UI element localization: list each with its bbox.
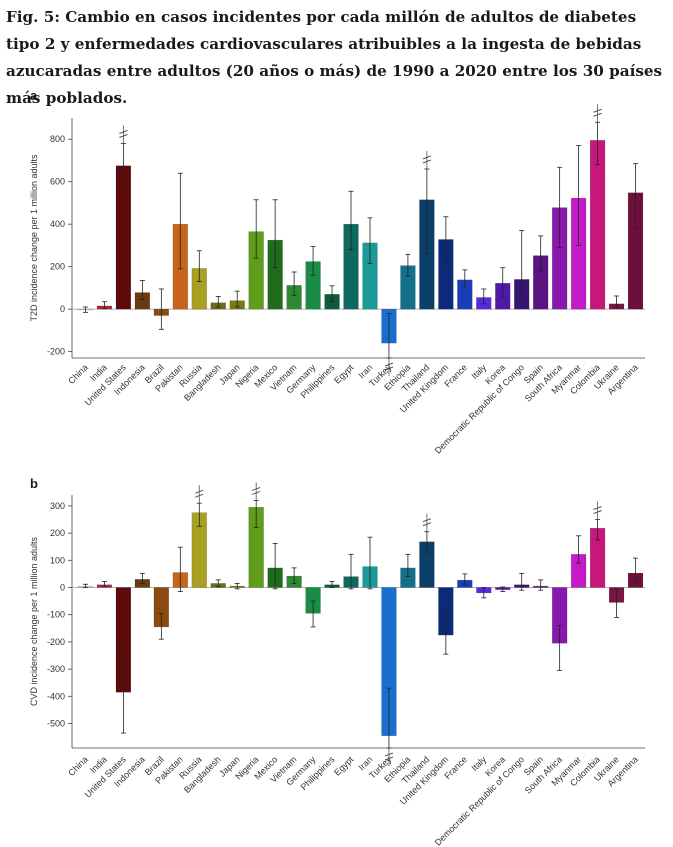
axis-break-slash [252, 486, 261, 491]
category-label: China [66, 754, 90, 778]
axis-break-icon [593, 104, 602, 123]
axis-break-slash [384, 752, 394, 757]
y-tick-label: -200 [47, 637, 65, 647]
axis-break-slash [593, 506, 602, 510]
panel-letter: a [30, 88, 38, 103]
y-tick-label: -400 [47, 691, 65, 701]
bar-united-states [115, 165, 132, 310]
axis-break-slash [422, 518, 432, 523]
chart-panel-b: b -500 -400 -300 -200 -100 0 100 200 300 CVD incid… [29, 476, 645, 847]
axis-break-slash [384, 362, 394, 367]
y-tick-label: 300 [50, 501, 65, 511]
category-label: Egypt [332, 362, 356, 386]
axis-break-slash [422, 522, 432, 527]
axis-break-slash [119, 134, 128, 138]
chart-panel-a: a -200 0 200 400 600 800 T2D incidence change p… [29, 88, 645, 456]
y-tick-label: -500 [47, 719, 65, 729]
y-tick-label: 0 [60, 582, 65, 592]
y-tick-label: 400 [50, 219, 65, 229]
y-tick-label: -100 [47, 610, 65, 620]
axis-break-icon [422, 513, 432, 532]
axis-break-icon [593, 501, 602, 520]
axis-break-icon [252, 482, 261, 501]
axis-break-icon [422, 150, 432, 169]
axis-break-icon [119, 125, 128, 144]
y-tick-label: 200 [50, 528, 65, 538]
category-label: China [66, 362, 90, 386]
bar-colombia [589, 140, 606, 310]
category-label: Egypt [332, 754, 356, 778]
axis-break-slash [422, 155, 432, 160]
y-axis-title: CVD incidence change per 1 million adult… [29, 536, 39, 706]
axis-break-icon [384, 358, 394, 376]
axis-break-slash [195, 489, 204, 494]
y-tick-label: -300 [47, 664, 65, 674]
axis-break-slash [119, 130, 128, 134]
y-tick-label: 0 [60, 304, 65, 314]
axis-break-slash [384, 756, 394, 761]
axis-break-icon [384, 748, 394, 766]
axis-break-icon [195, 485, 204, 504]
y-tick-label: 200 [50, 262, 65, 272]
axis-break-slash [384, 366, 394, 371]
axis-break-slash [593, 112, 602, 117]
figure-title: Fig. 5: Cambio en casos incidentes por c… [6, 8, 663, 107]
y-tick-label: -200 [47, 347, 65, 357]
panel-letter: b [30, 476, 38, 491]
axis-break-slash [593, 108, 602, 113]
axis-break-slash [593, 510, 602, 514]
y-axis-title: T2D incidence change per 1 million adult… [29, 154, 39, 322]
axis-break-slash [195, 493, 204, 498]
axis-break-slash [422, 159, 432, 164]
y-tick-label: 100 [50, 555, 65, 565]
y-tick-label: 600 [50, 177, 65, 187]
axis-break-slash [252, 490, 261, 495]
y-tick-label: 800 [50, 134, 65, 144]
